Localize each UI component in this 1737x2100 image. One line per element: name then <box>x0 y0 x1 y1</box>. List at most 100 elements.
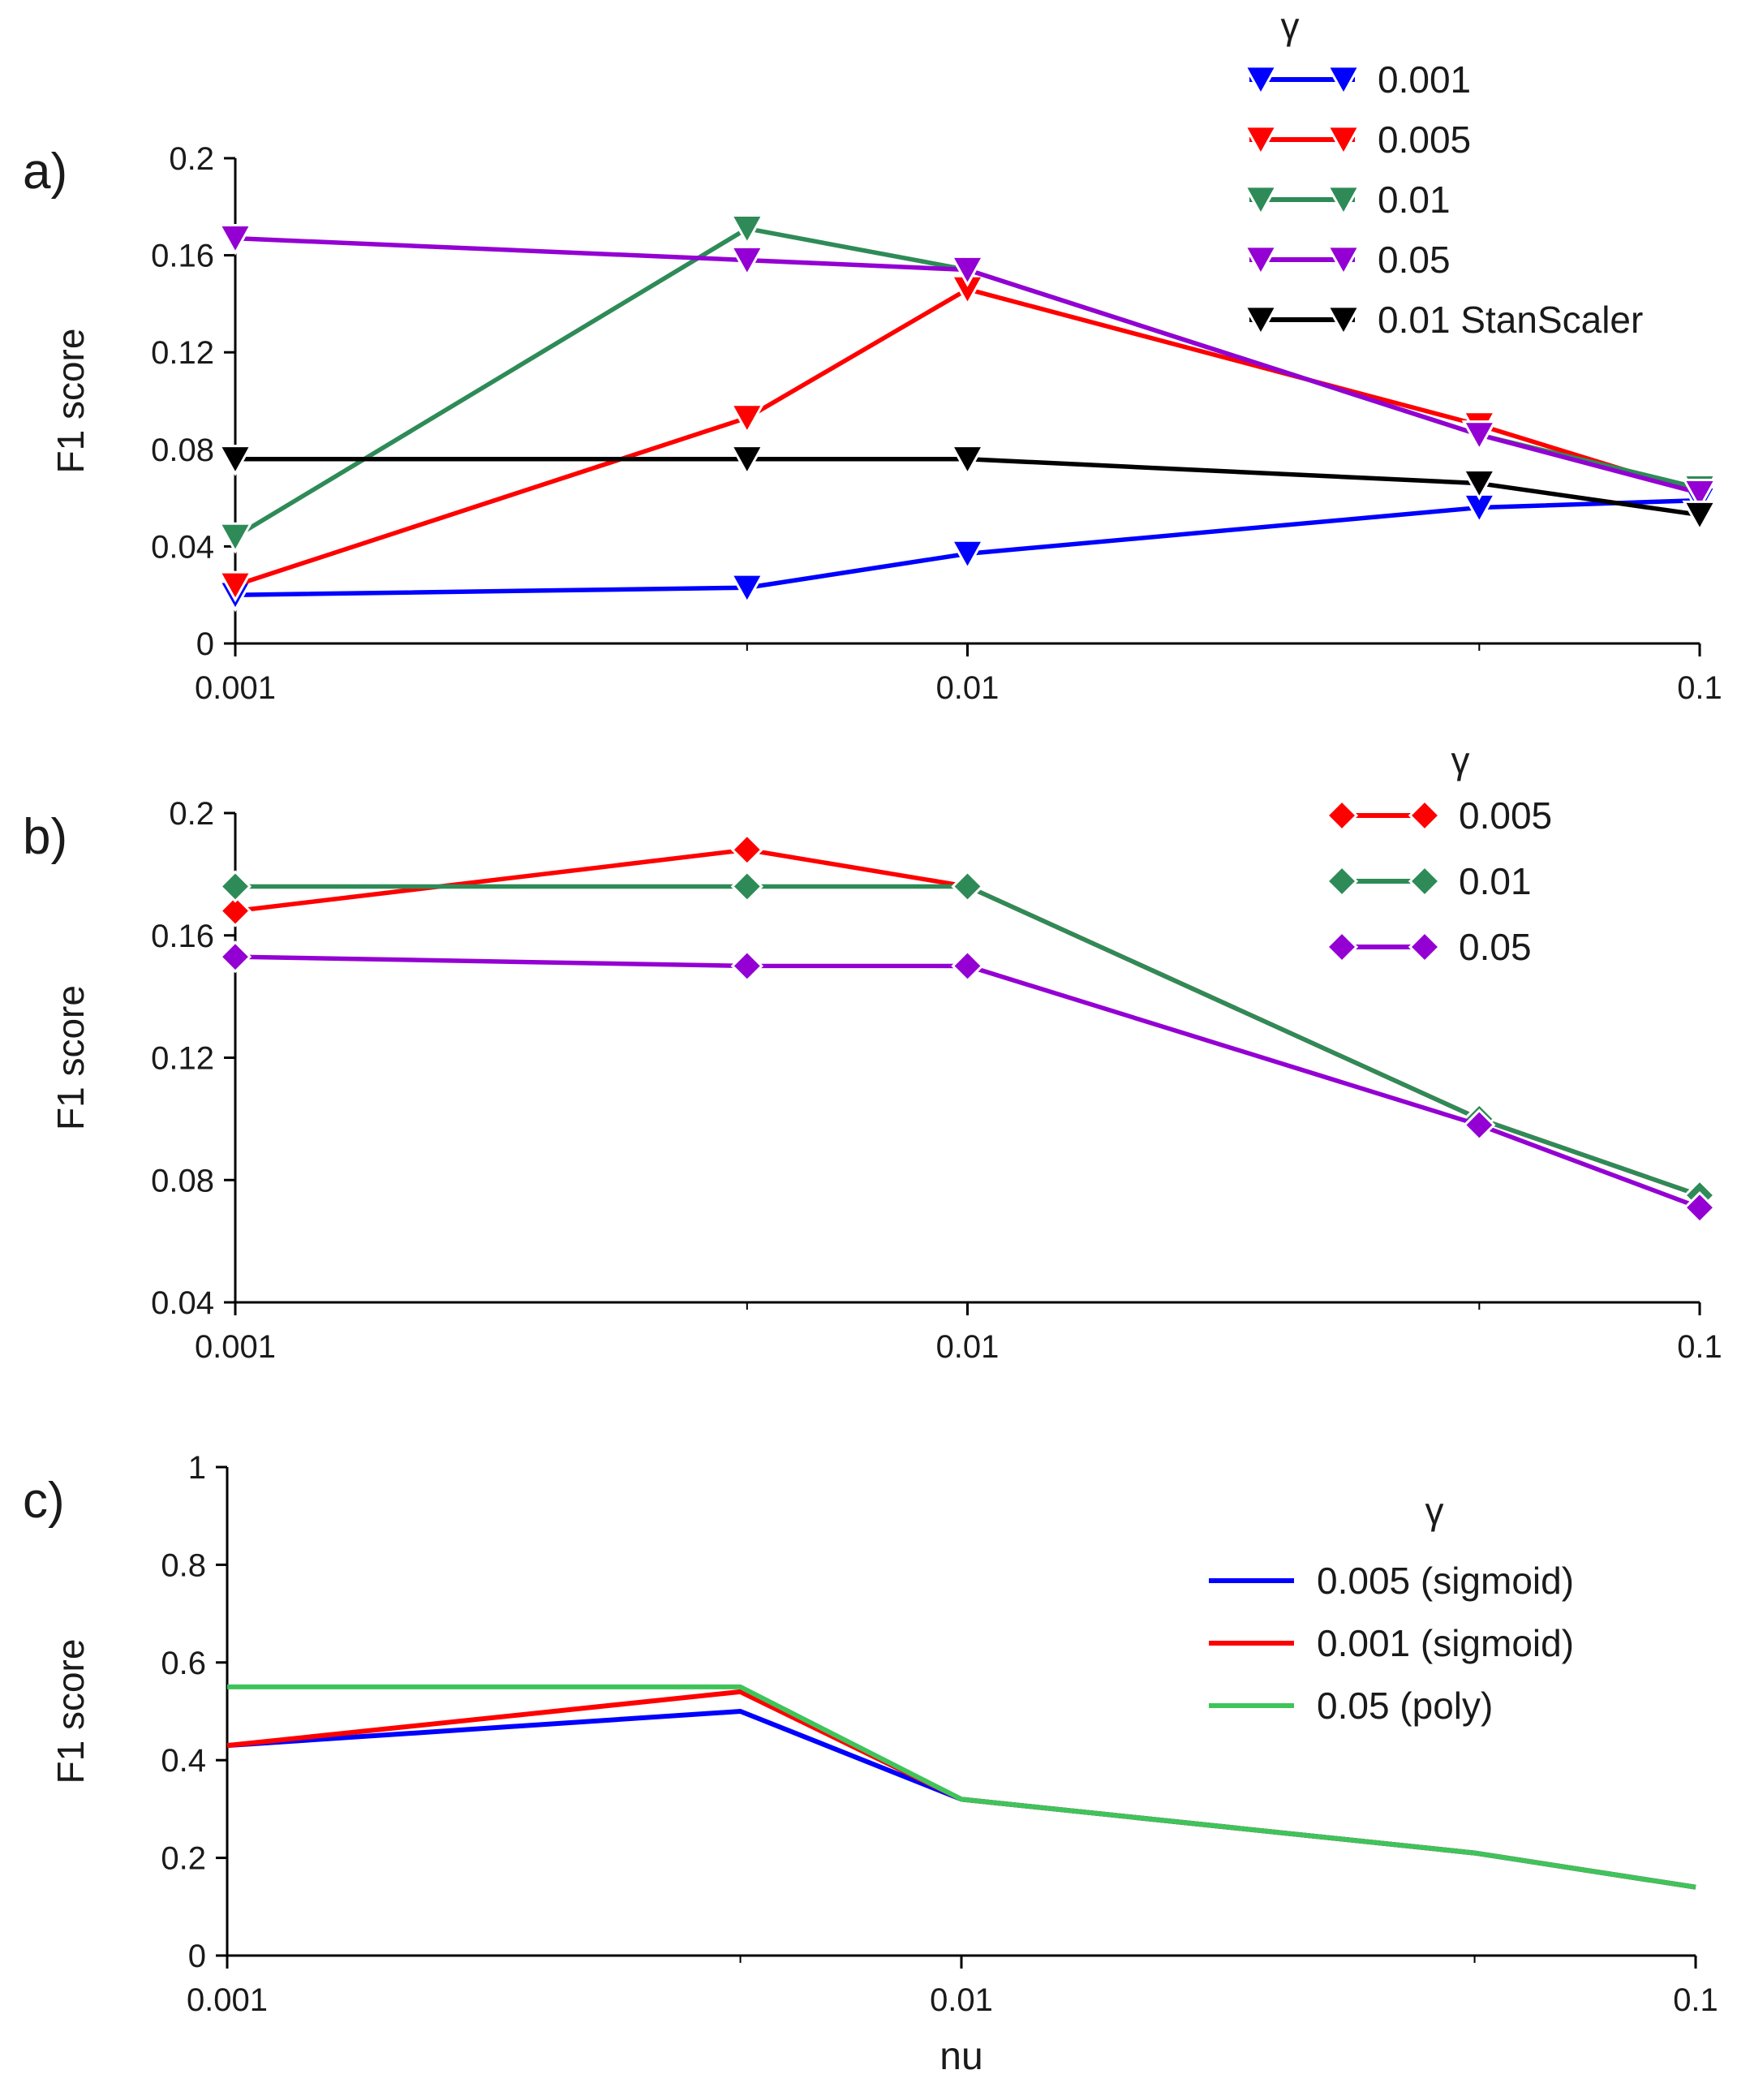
legend-marker <box>1243 125 1279 157</box>
series-line <box>227 1684 1696 1890</box>
data-point <box>729 445 765 476</box>
y-tick-label: 0.16 <box>151 919 214 954</box>
data-point <box>218 894 252 927</box>
series-0.05-poly- <box>227 1684 1696 1890</box>
y-axis-label: F1 score <box>49 985 92 1130</box>
y-tick-label: 0.2 <box>169 141 214 177</box>
series-0.01-StanScaler <box>217 445 1718 532</box>
legend-label: 0.05 (poly) <box>1317 1685 1493 1727</box>
data-point <box>729 573 765 605</box>
legend-item: 0.05 <box>1243 239 1451 281</box>
legend-marker <box>1408 798 1442 833</box>
legend-label: 0.005 (sigmoid) <box>1317 1560 1574 1602</box>
legend-marker <box>1243 65 1279 97</box>
data-point <box>1682 500 1718 532</box>
y-tick-label: 0.08 <box>151 1163 214 1198</box>
legend-item: 0.005 <box>1243 118 1471 161</box>
panel-a: a) 0 0.04 0.08 0.12 0.16 0.2 0.001 0.01 0.1 F1 sco… <box>23 5 1722 706</box>
x-tick-label: 0.001 <box>195 670 276 706</box>
data-point <box>217 224 253 256</box>
legend-label: 0.001 <box>1378 58 1471 101</box>
data-point <box>949 445 986 476</box>
legend-item: 0.001 (sigmoid) <box>1209 1622 1574 1664</box>
legend-item: 0.005 <box>1325 794 1552 837</box>
legend-item: 0.01 <box>1243 179 1451 221</box>
legend-marker <box>1325 798 1359 833</box>
legend-item: 0.05 <box>1325 926 1532 968</box>
legend-label: 0.01 StanScaler <box>1378 299 1643 341</box>
y-tick-label: 0.08 <box>151 432 214 468</box>
legend-item: 0.01 <box>1325 860 1532 902</box>
y-tick-label: 0.2 <box>161 1841 206 1877</box>
legend: γ 0.005 0.01 0.05 <box>1325 739 1552 968</box>
x-tick-label: 0.001 <box>187 1982 268 2018</box>
legend-label: 0.01 <box>1378 179 1451 221</box>
legend: γ 0.005 (sigmoid) 0.001 (sigmoid) 0.05 (pol… <box>1209 1490 1574 1727</box>
y-tick-label: 0.4 <box>161 1743 206 1779</box>
legend-label: 0.01 <box>1459 860 1532 902</box>
legend-item: 0.01 StanScaler <box>1243 299 1643 341</box>
x-tick-label: 0.1 <box>1677 670 1722 706</box>
legend-title: γ <box>1425 1490 1444 1532</box>
legend-marker <box>1325 864 1359 898</box>
y-tick-label: 0 <box>196 626 214 662</box>
data-point <box>217 445 253 476</box>
legend-item: 0.005 (sigmoid) <box>1209 1560 1574 1602</box>
x-tick-label: 0.1 <box>1673 1982 1718 2018</box>
x-tick-label: 0.01 <box>936 1329 1000 1365</box>
data-point <box>218 940 252 974</box>
data-point <box>729 403 765 436</box>
data-point <box>951 870 984 903</box>
data-point <box>1461 469 1497 501</box>
data-point <box>730 949 763 983</box>
y-tick-label: 0.04 <box>151 529 214 565</box>
y-axis-label: F1 score <box>49 1639 92 1784</box>
legend-item: 0.05 (poly) <box>1209 1685 1493 1727</box>
x-tick-label: 0.01 <box>930 1982 993 2018</box>
legend-label: 0.005 <box>1459 794 1552 837</box>
data-point <box>730 870 763 903</box>
x-tick-label: 0.001 <box>195 1329 276 1365</box>
legend-label: 0.005 <box>1378 118 1471 161</box>
legend-marker <box>1326 245 1361 278</box>
y-axis-label: F1 score <box>49 329 92 474</box>
legend-marker <box>1326 305 1361 338</box>
series-0.05 <box>218 940 1717 1224</box>
y-tick-label: 0.12 <box>151 1041 214 1077</box>
y-tick-label: 0.8 <box>161 1547 206 1583</box>
legend-item: 0.001 <box>1243 58 1471 101</box>
y-tick-label: 0.04 <box>151 1285 214 1321</box>
legend-marker <box>1408 930 1442 964</box>
legend-label: 0.05 <box>1459 926 1532 968</box>
y-tick-label: 1 <box>188 1450 206 1486</box>
y-tick-label: 0.6 <box>161 1646 206 1681</box>
data-point <box>729 245 765 278</box>
data-point <box>949 255 986 287</box>
legend: γ 0.001 0.005 0.01 0.05 0.01 StanScaler <box>1243 5 1643 341</box>
panel-c: c) 0 0.2 0.4 0.6 0.8 1 0.001 0.01 0.1 F1 score nu γ 0… <box>23 1450 1718 2078</box>
legend-marker <box>1326 125 1361 157</box>
legend-marker <box>1243 185 1279 217</box>
legend-marker <box>1326 65 1361 97</box>
data-point <box>949 539 986 571</box>
panel-label: c) <box>23 1473 65 1529</box>
y-tick-label: 0 <box>188 1939 206 1974</box>
series-0.05 <box>217 224 1718 510</box>
panel-label: a) <box>23 144 67 200</box>
data-point <box>218 870 252 903</box>
data-point <box>1683 1191 1717 1224</box>
y-tick-label: 0.12 <box>151 335 214 371</box>
data-point <box>1461 420 1497 452</box>
legend-label: 0.001 (sigmoid) <box>1317 1622 1574 1664</box>
y-tick-label: 0.2 <box>169 796 214 832</box>
data-point <box>217 522 253 554</box>
legend-marker <box>1243 305 1279 338</box>
data-point <box>1682 478 1718 510</box>
y-tick-label: 0.16 <box>151 239 214 274</box>
data-point <box>730 833 763 867</box>
x-axis-label: nu <box>939 2035 982 2078</box>
legend-title: γ <box>1281 5 1300 47</box>
x-tick-label: 0.1 <box>1677 1329 1722 1365</box>
